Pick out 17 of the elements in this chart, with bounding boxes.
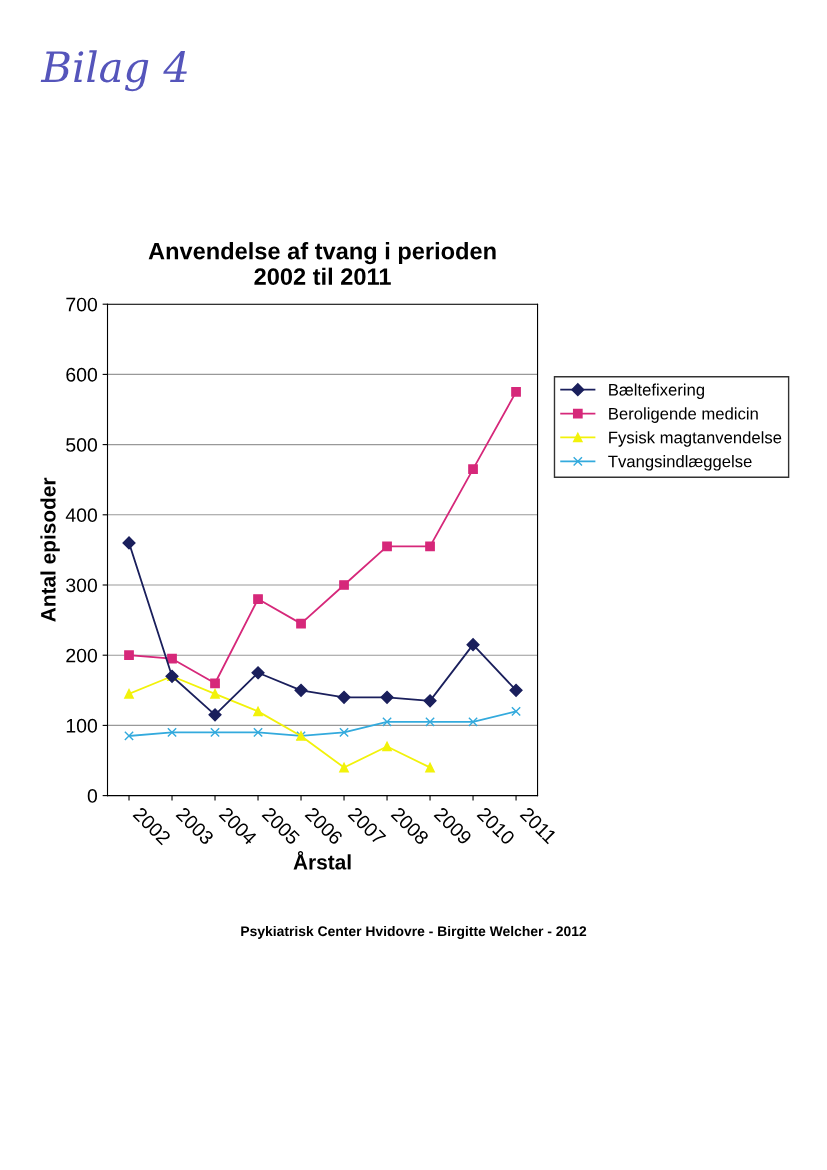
chart-title: Anvendelse af tvang i perioden 2002 til 2011: [148, 242, 496, 285]
text: Bilag 4: [40, 50, 187, 92]
y-tick-label: 0: [87, 789, 98, 803]
y-tick-label: 400: [65, 508, 98, 523]
y-tick-label: 300: [66, 578, 98, 593]
y-tick-label: 100: [66, 718, 98, 733]
legend-label: Beroligende medicin: [609, 407, 758, 423]
y-tick-label: 600: [66, 367, 98, 382]
y-tick-label: 200: [66, 648, 98, 663]
y-tick-label: 500: [66, 438, 98, 452]
legend-label: Fysisk magtanvendelse: [609, 431, 782, 447]
x-axis-title: Årstal: [293, 850, 351, 870]
legend-label: Bæltefixering: [609, 383, 705, 400]
y-axis-title: Antal episoder: [40, 477, 60, 622]
text: Psykiatrisk Center Hvidovre - Birgitte Welcher - 2012: [241, 925, 587, 939]
y-tick-label: 700: [66, 297, 98, 312]
legend-label: Tvangsindlæggelse: [608, 455, 752, 471]
